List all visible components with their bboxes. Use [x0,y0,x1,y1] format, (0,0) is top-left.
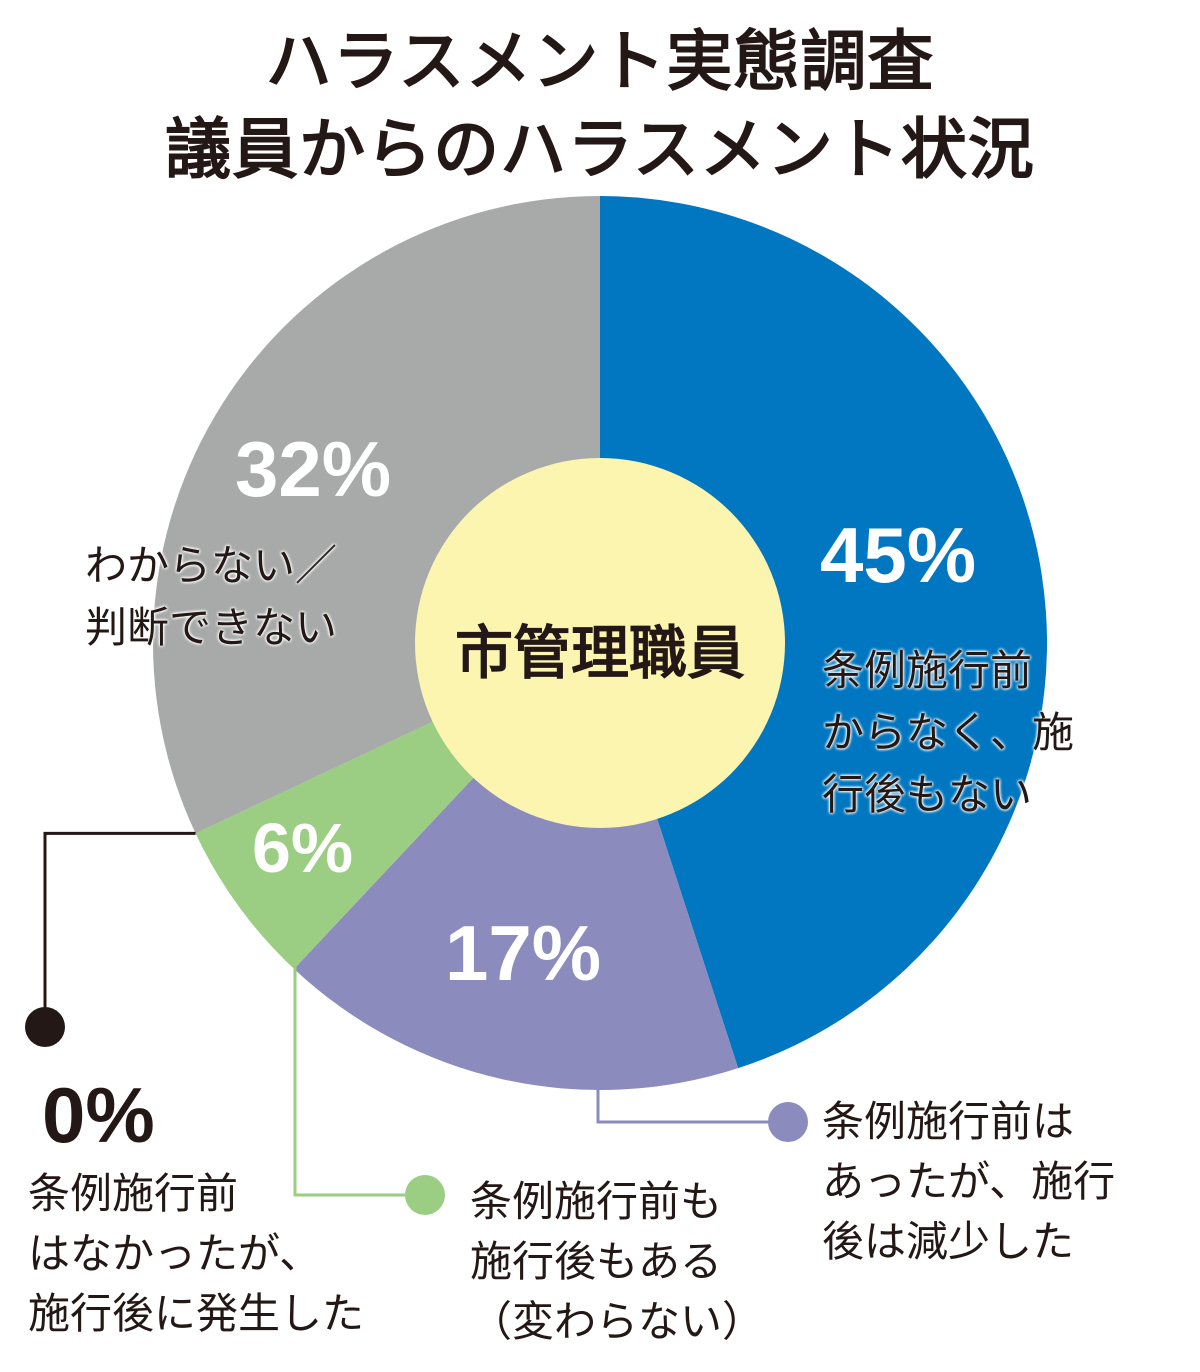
label-line: 条例施行前 [28,1169,239,1218]
label-line: あったが、施行 [822,1157,1116,1206]
slice-label-32: わからない／ 判断できない [85,535,337,659]
label-line: 施行後もある [470,1237,723,1286]
value-label-32: 32% [235,425,392,513]
marker-dot-0pct [25,1007,65,1047]
label-line: （変わらない） [470,1297,765,1346]
chart-title-line1: ハラスメント実態調査 [265,23,935,100]
leader-line-6pct [293,962,425,1197]
label-line: 施行後に発生した [28,1289,365,1338]
marker-dot-6pct [405,1175,445,1215]
center-circle [415,458,785,828]
label-line: 条例施行前は [822,1097,1075,1146]
label-line: 後は減少した [822,1217,1075,1266]
label-line: 条例施行前も [470,1177,723,1226]
label-line: からなく、施 [822,708,1075,757]
label-line: 行後もない [822,770,1033,819]
label-line: 判断できない [85,603,338,652]
leader-line-17pct [596,1088,785,1124]
value-label-6: 6% [252,809,354,887]
label-line: わからない／ [85,541,338,590]
pie-slice-45pct [600,196,1048,1069]
value-label-17: 17% [445,909,602,997]
chart-title-line2: 議員からのハラスメント状況 [165,111,1035,188]
label-line: はなかったが、 [28,1229,322,1278]
slice-label-17: 条例施行前は あったが、施行 後は減少した [822,1092,1115,1272]
slice-label-0: 条例施行前 はなかったが、 施行後に発生した [28,1164,364,1344]
slice-label-6: 条例施行前も 施行後もある （変わらない） [470,1172,764,1352]
value-label-0: 0% [42,1071,155,1159]
marker-dot-17pct [768,1102,808,1142]
slice-label-45: 条例施行前 からなく、施 行後もない [822,640,1074,826]
value-label-45: 45% [820,511,977,599]
center-label: 市管理職員 [454,619,745,687]
leader-line-0pct [43,831,196,1027]
label-line: 条例施行前 [822,646,1033,695]
